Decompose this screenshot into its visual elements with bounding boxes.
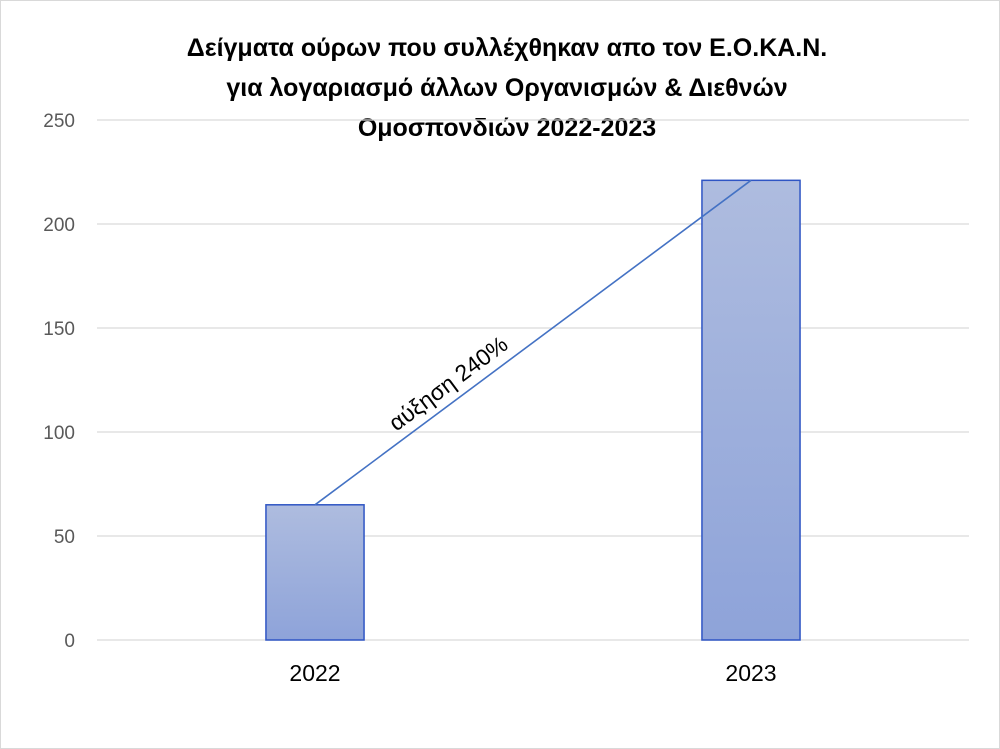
y-tick-label: 250 [43,111,75,132]
chart-title-line-2: για λογαριασμό άλλων Οργανισμών & Διεθνώ… [226,74,787,102]
chart-title-line-3: Ομοσπονδιών 2022-2023 [358,114,656,142]
bars [265,179,801,641]
bar-2022 [265,504,365,641]
chart-title: Δείγματα ούρων που συλλέχθηκαν απο τον Ε… [187,34,828,142]
y-tick-label: 200 [43,215,75,236]
x-tick-label: 2022 [289,660,340,686]
chart-title-line-1: Δείγματα ούρων που συλλέχθηκαν απο τον Ε… [187,34,828,62]
x-axis: 2022 2023 [289,660,776,686]
y-axis: 0 50 100 150 200 250 [43,111,75,652]
y-tick-label: 100 [43,423,75,444]
x-tick-label: 2023 [725,660,776,686]
y-tick-label: 50 [54,527,75,548]
trend-annotation: αύξηση 240% [314,179,752,506]
y-tick-label: 0 [64,631,75,652]
y-tick-label: 150 [43,319,75,340]
bar-2023 [701,179,801,641]
gridlines [97,119,969,641]
trend-annotation-label: αύξηση 240% [384,331,513,436]
trend-line [314,179,752,506]
